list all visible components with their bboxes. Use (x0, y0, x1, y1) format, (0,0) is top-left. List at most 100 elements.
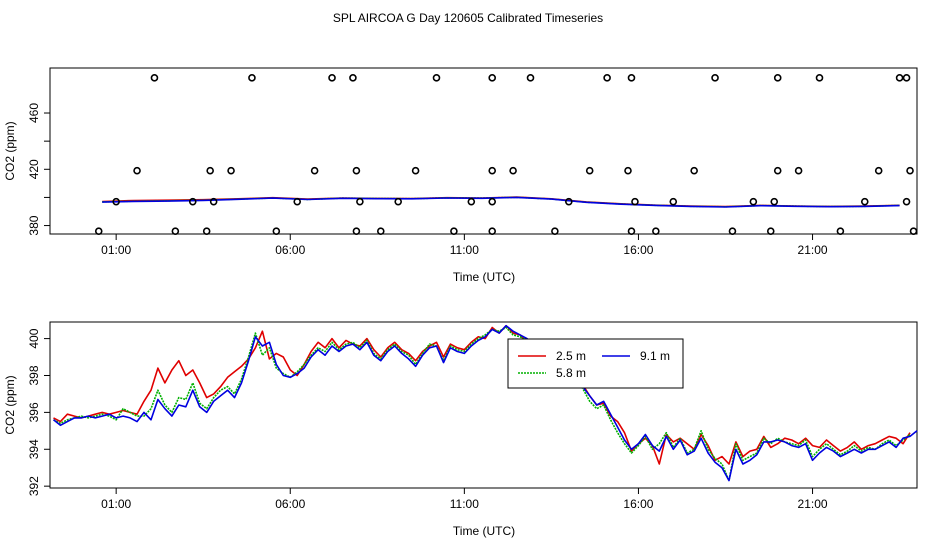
y-tick-label: 394 (27, 439, 41, 459)
flag-point (906, 166, 914, 175)
top-series-group (102, 196, 900, 208)
x-tick-label: 16:00 (623, 243, 653, 257)
flag-point (349, 74, 357, 82)
flag-point (432, 74, 441, 82)
flag-point (293, 197, 302, 206)
flag-point (171, 227, 180, 235)
series-line-3 (53, 324, 918, 482)
flag-point (690, 166, 698, 175)
flag-point (509, 166, 517, 175)
flag-point (603, 74, 611, 82)
flag-point (909, 227, 918, 235)
y-tick-label: 460 (27, 103, 41, 123)
flag-point (565, 197, 573, 206)
flag-point (794, 166, 803, 175)
top-x-axis-label: Time (UTC) (453, 270, 515, 284)
x-tick-label: 16:00 (623, 497, 653, 511)
top-panel: 01:00 06:00 11:00 16:00 21:00 380 420 460 Time… (3, 67, 918, 284)
top-y-axis-label: CO2 (ppm) (3, 121, 17, 180)
flag-point (310, 166, 319, 175)
x-tick-label: 01:00 (101, 243, 131, 257)
y-tick-label: 380 (27, 215, 41, 235)
flag-point (652, 227, 660, 235)
flag-point (749, 197, 758, 206)
flag-point (227, 166, 235, 175)
flag-point (272, 227, 281, 235)
series-line-1 (53, 324, 911, 465)
flag-point (669, 197, 678, 206)
flag-point (112, 197, 120, 206)
x-tick-label: 11:00 (450, 243, 479, 257)
chart-title: SPL AIRCOA G Day 120605 Calibrated Times… (333, 11, 603, 25)
top-y-axis: 380 420 460 (27, 103, 50, 236)
flag-point (411, 166, 420, 175)
flag-point (328, 74, 336, 82)
flag-point (836, 227, 845, 235)
flag-point (94, 227, 103, 235)
flag-point (815, 74, 824, 82)
series-line-2 (53, 326, 911, 482)
x-tick-label: 21:00 (798, 497, 828, 511)
y-tick-label: 398 (27, 365, 41, 385)
flag-point (585, 166, 594, 175)
bottom-x-axis: 01:00 06:00 11:00 16:00 21:00 (101, 488, 828, 511)
flag-point (248, 74, 256, 82)
flag-point (352, 227, 361, 235)
flag-point (526, 74, 535, 82)
flag-point (450, 227, 458, 235)
flag-point (209, 197, 218, 206)
flag-point (488, 74, 497, 82)
flag-point (728, 227, 737, 235)
top-plot-frame (49, 67, 918, 235)
flag-point (631, 197, 639, 206)
y-tick-label: 396 (27, 402, 41, 422)
legend-box (507, 338, 684, 389)
flag-point (376, 227, 385, 235)
flag-point (902, 74, 911, 82)
x-tick-label: 06:00 (275, 243, 305, 257)
flag-point (860, 197, 869, 206)
flag-point (394, 197, 402, 206)
x-tick-label: 11:00 (450, 497, 479, 511)
series-line-3 (102, 196, 900, 208)
flag-point (874, 166, 883, 175)
flag-point (133, 166, 141, 175)
legend-label-2-5m: 2.5 m (556, 349, 586, 363)
bottom-series-group (53, 324, 918, 482)
bottom-y-axis: 392 394 396 398 400 (27, 328, 50, 496)
flag-point (356, 197, 364, 206)
flag-point (202, 227, 211, 235)
flag-point (467, 197, 476, 206)
bottom-plot-frame (49, 321, 918, 489)
x-tick-label: 01:00 (101, 497, 131, 511)
flag-point (188, 197, 197, 206)
top-x-axis: 01:00 06:00 11:00 16:00 21:00 (101, 234, 828, 257)
flag-point (150, 74, 159, 82)
flag-point (206, 166, 214, 175)
flag-point (624, 166, 632, 175)
y-tick-label: 420 (27, 159, 41, 179)
legend: 2.5 m 9.1 m 5.8 m (507, 338, 684, 389)
legend-label-5-8m: 5.8 m (556, 366, 586, 380)
bottom-x-axis-label: Time (UTC) (453, 524, 515, 538)
flag-point (902, 197, 911, 206)
bottom-y-axis-label: CO2 (ppm) (3, 375, 17, 434)
flag-point (895, 74, 904, 82)
x-tick-label: 06:00 (275, 497, 305, 511)
flag-point (352, 166, 361, 175)
flag-point (770, 197, 779, 206)
flag-point (627, 227, 636, 235)
flag-point (488, 227, 497, 235)
x-tick-label: 21:00 (798, 243, 828, 257)
top-flag-points (94, 74, 918, 235)
bottom-panel: 01:00 06:00 11:00 16:00 21:00 392 394 396 398 40… (3, 321, 918, 538)
flag-point (773, 74, 782, 82)
flag-point (773, 166, 782, 175)
legend-label-9-1m: 9.1 m (640, 349, 670, 363)
flag-point (711, 74, 719, 82)
flag-point (627, 74, 636, 82)
flag-point (551, 227, 559, 235)
y-tick-label: 392 (27, 476, 41, 496)
flag-point (766, 227, 775, 235)
